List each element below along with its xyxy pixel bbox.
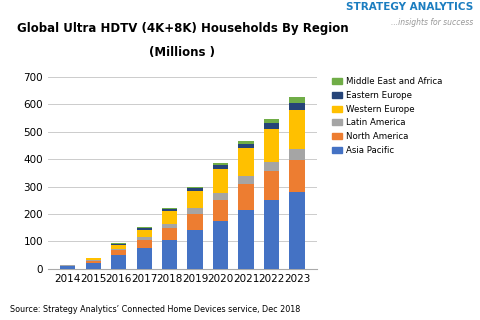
Bar — [162, 211, 177, 224]
Bar — [60, 266, 75, 269]
Bar — [213, 164, 228, 165]
Bar — [111, 245, 126, 249]
Bar — [239, 184, 253, 210]
Bar — [264, 124, 279, 129]
Bar — [111, 249, 126, 250]
Bar — [289, 97, 305, 103]
Bar — [289, 103, 305, 110]
Bar — [188, 187, 203, 188]
Bar — [239, 141, 253, 144]
Bar — [137, 240, 152, 248]
Bar — [239, 144, 253, 148]
Bar — [111, 243, 126, 244]
Bar — [111, 250, 126, 255]
Bar — [162, 209, 177, 211]
Bar — [213, 221, 228, 269]
Bar — [111, 255, 126, 269]
Bar — [137, 228, 152, 230]
Bar — [264, 162, 279, 172]
Bar — [188, 214, 203, 230]
Bar — [213, 165, 228, 169]
Bar — [239, 210, 253, 269]
Text: Global Ultra HDTV (4K+8K) Households By Region: Global Ultra HDTV (4K+8K) Households By … — [17, 22, 348, 36]
Bar — [85, 263, 101, 269]
Bar — [162, 208, 177, 209]
Bar — [264, 200, 279, 269]
Bar — [137, 248, 152, 269]
Bar — [239, 176, 253, 184]
Bar — [162, 224, 177, 228]
Bar — [264, 119, 279, 124]
Bar — [137, 230, 152, 237]
Bar — [289, 160, 305, 192]
Bar — [162, 228, 177, 240]
Legend: Middle East and Africa, Eastern Europe, Western Europe, Latin America, North Ame: Middle East and Africa, Eastern Europe, … — [332, 77, 443, 155]
Bar — [264, 172, 279, 200]
Bar — [213, 169, 228, 193]
Bar — [111, 244, 126, 245]
Bar — [289, 110, 305, 149]
Bar — [239, 148, 253, 176]
Bar — [289, 192, 305, 269]
Bar — [137, 237, 152, 240]
Bar — [85, 260, 101, 263]
Bar — [188, 230, 203, 269]
Bar — [188, 191, 203, 208]
Bar — [289, 149, 305, 160]
Text: ...insights for success: ...insights for success — [391, 18, 473, 27]
Bar — [162, 240, 177, 269]
Text: Source: Strategy Analytics’ Connected Home Devices service, Dec 2018: Source: Strategy Analytics’ Connected Ho… — [10, 305, 300, 314]
Bar — [85, 258, 101, 260]
Bar — [188, 208, 203, 214]
Bar — [213, 193, 228, 200]
Text: STRATEGY ANALYTICS: STRATEGY ANALYTICS — [346, 2, 473, 12]
Bar — [264, 129, 279, 162]
Bar — [213, 200, 228, 221]
Bar — [188, 188, 203, 191]
Text: (Millions ): (Millions ) — [149, 46, 216, 60]
